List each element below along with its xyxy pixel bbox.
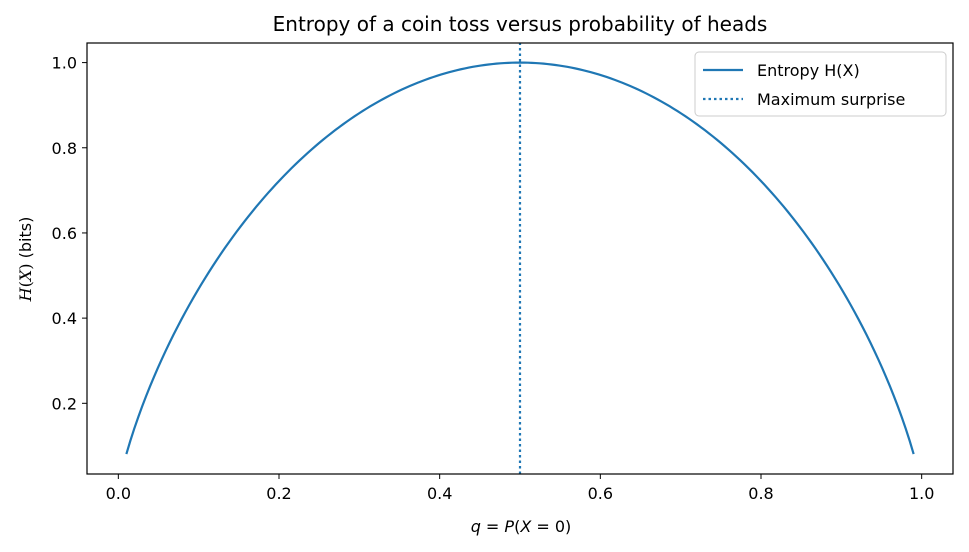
y-axis-label: H(X) (bits) — [16, 217, 35, 303]
legend-label-maximum: Maximum surprise — [757, 90, 905, 109]
legend-box — [694, 51, 947, 117]
legend: Entropy H(X) Maximum surprise — [694, 51, 947, 117]
legend-label-entropy: Entropy H(X) — [757, 61, 860, 80]
x-tick-label: 0.2 — [266, 484, 291, 503]
x-tick-label: 1.0 — [909, 484, 934, 503]
plot-frame — [86, 42, 954, 475]
y-tick-label: 1.0 — [52, 54, 77, 73]
chart-title: Entropy of a coin toss versus probabilit… — [273, 12, 768, 36]
x-tick-label: 0.4 — [427, 484, 452, 503]
entropy-curve — [125, 61, 915, 455]
x-tick-label: 0.8 — [748, 484, 773, 503]
y-tick-label: 0.2 — [52, 394, 77, 413]
x-tick-label: 0.0 — [106, 484, 131, 503]
y-tick-label: 0.4 — [52, 309, 77, 328]
plot-lines — [125, 43, 915, 474]
axis-ticks: 0.0 0.2 0.4 0.6 0.8 1.0 0.2 0.4 0.6 0.8 1.0 — [52, 54, 935, 503]
y-tick-label: 0.6 — [52, 224, 77, 243]
x-tick-label: 0.6 — [588, 484, 613, 503]
y-tick-label: 0.8 — [52, 139, 77, 158]
x-axis-label: q = P(X = 0) — [471, 517, 572, 536]
